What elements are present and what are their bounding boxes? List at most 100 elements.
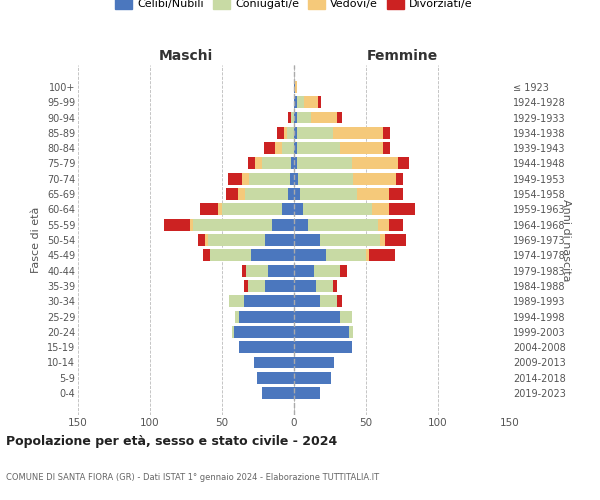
Bar <box>320 234 380 246</box>
Bar <box>294 112 297 124</box>
Bar <box>291 112 294 124</box>
Bar <box>239 341 294 353</box>
Bar <box>255 158 262 170</box>
Bar <box>297 112 311 124</box>
Bar <box>389 218 403 230</box>
Bar <box>164 218 190 230</box>
Y-axis label: Fasce di età: Fasce di età <box>31 207 41 273</box>
Bar <box>294 310 340 322</box>
Bar <box>308 218 377 230</box>
Bar <box>294 81 295 93</box>
Bar <box>326 250 366 262</box>
Bar <box>291 158 294 170</box>
Bar <box>203 250 211 262</box>
Bar <box>268 264 294 276</box>
Bar <box>233 326 294 338</box>
Bar <box>283 142 294 154</box>
Bar <box>294 341 352 353</box>
Bar <box>244 280 248 292</box>
Bar <box>294 280 316 292</box>
Bar <box>340 264 347 276</box>
Bar <box>265 280 294 292</box>
Bar <box>333 127 383 139</box>
Bar <box>245 188 288 200</box>
Bar <box>294 158 297 170</box>
Bar <box>300 188 358 200</box>
Bar <box>294 296 320 307</box>
Bar <box>294 218 308 230</box>
Bar <box>284 127 287 139</box>
Bar <box>377 218 389 230</box>
Bar <box>197 234 205 246</box>
Bar <box>257 372 294 384</box>
Bar <box>383 142 391 154</box>
Bar <box>229 296 244 307</box>
Bar <box>244 296 294 307</box>
Bar <box>383 127 391 139</box>
Bar <box>304 96 319 108</box>
Bar <box>264 142 275 154</box>
Bar <box>294 387 320 399</box>
Bar <box>319 96 322 108</box>
Text: Popolazione per età, sesso e stato civile - 2024: Popolazione per età, sesso e stato civil… <box>6 435 337 448</box>
Bar <box>247 264 268 276</box>
Bar <box>283 204 294 216</box>
Bar <box>211 250 251 262</box>
Bar <box>238 188 245 200</box>
Bar <box>320 296 337 307</box>
Bar <box>349 326 353 338</box>
Bar <box>295 81 297 93</box>
Bar <box>380 234 385 246</box>
Bar <box>352 158 398 170</box>
Bar <box>218 204 222 216</box>
Bar <box>340 310 352 322</box>
Bar <box>248 158 255 170</box>
Y-axis label: Anni di nascita: Anni di nascita <box>561 198 571 281</box>
Bar <box>287 127 294 139</box>
Bar <box>294 372 331 384</box>
Bar <box>340 142 383 154</box>
Bar <box>250 173 290 184</box>
Bar <box>372 204 389 216</box>
Bar <box>298 173 353 184</box>
Bar <box>314 264 340 276</box>
Bar <box>294 250 326 262</box>
Bar <box>337 112 341 124</box>
Bar <box>389 204 415 216</box>
Bar <box>235 310 239 322</box>
Bar <box>193 218 272 230</box>
Bar <box>265 234 294 246</box>
Legend: Celibi/Nubili, Coniugati/e, Vedovi/e, Divorziati/e: Celibi/Nubili, Coniugati/e, Vedovi/e, Di… <box>111 0 477 14</box>
Bar <box>294 188 300 200</box>
Bar <box>337 296 341 307</box>
Bar <box>398 158 409 170</box>
Bar <box>239 310 294 322</box>
Bar <box>369 250 395 262</box>
Bar <box>358 188 389 200</box>
Bar <box>248 280 265 292</box>
Bar <box>294 356 334 368</box>
Bar <box>385 234 406 246</box>
Bar <box>290 173 294 184</box>
Bar <box>297 96 304 108</box>
Bar <box>294 204 302 216</box>
Bar <box>294 142 297 154</box>
Bar <box>228 173 242 184</box>
Bar <box>254 356 294 368</box>
Bar <box>294 173 298 184</box>
Bar <box>366 250 369 262</box>
Bar <box>226 188 238 200</box>
Bar <box>205 234 208 246</box>
Bar <box>297 127 333 139</box>
Bar <box>396 173 403 184</box>
Bar <box>316 280 333 292</box>
Bar <box>222 204 283 216</box>
Bar <box>275 142 283 154</box>
Bar <box>389 188 403 200</box>
Bar <box>294 326 349 338</box>
Bar <box>242 173 250 184</box>
Bar <box>288 112 291 124</box>
Bar <box>353 173 396 184</box>
Bar <box>297 142 340 154</box>
Bar <box>294 96 297 108</box>
